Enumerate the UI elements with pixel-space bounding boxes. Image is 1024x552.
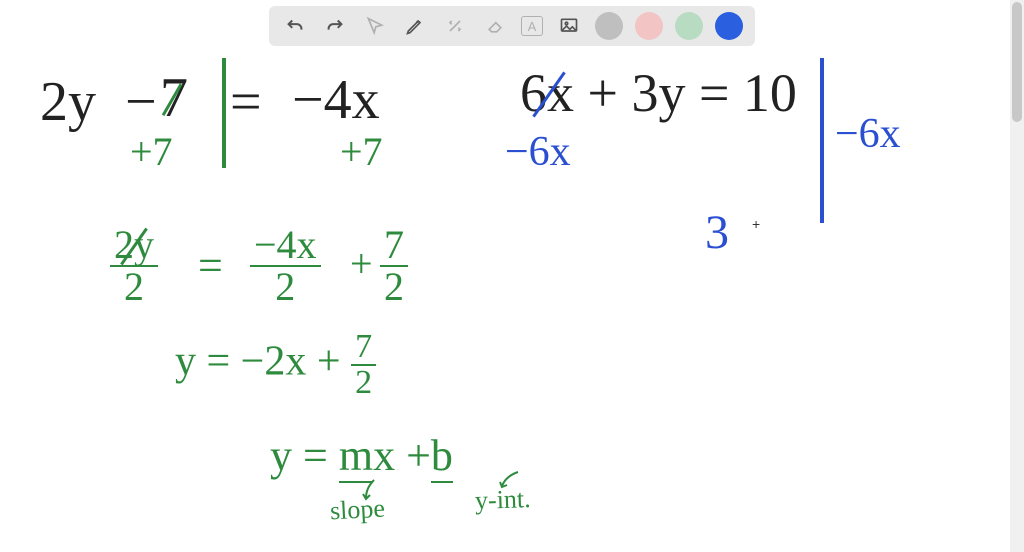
divider-blue	[820, 58, 824, 223]
eq1-form: y = mx +b	[270, 430, 453, 481]
eq1-add7-left: +7	[130, 128, 173, 175]
whiteboard-canvas[interactable]: 2y − 7 = −4x +7 +7 2y2 = −4x2 + 72 y = −…	[0, 0, 1010, 552]
eq1-eq: =	[230, 70, 262, 134]
eq1-frac-rhs2: 72	[380, 225, 408, 307]
eq1-rhs: −4x	[292, 68, 380, 132]
eq1-line2-plus: +	[350, 240, 373, 287]
eq1-add7-right: +7	[340, 128, 383, 175]
eq1-frac-lhs: 2y2	[110, 225, 158, 307]
eq1-7: 7	[160, 66, 188, 130]
eq1-minus: −	[125, 70, 157, 134]
eq1-line3: y = −2x + 72	[175, 330, 376, 400]
scrollbar[interactable]	[1010, 0, 1024, 552]
eq1-2y: 2y	[40, 70, 96, 134]
eq2-6x: 6x + 3y = 10	[520, 62, 797, 124]
eq1-frac-rhs1: −4x2	[250, 225, 321, 307]
eq2-sub-left: −6x	[505, 128, 571, 176]
divider-green	[222, 58, 226, 168]
eq2-sub-right: −6x	[835, 110, 901, 158]
eq2-three: 3	[705, 205, 729, 260]
eq1-line2-eq: =	[198, 240, 223, 291]
scrollbar-thumb[interactable]	[1012, 2, 1022, 122]
cursor-crosshair: +	[752, 216, 760, 232]
